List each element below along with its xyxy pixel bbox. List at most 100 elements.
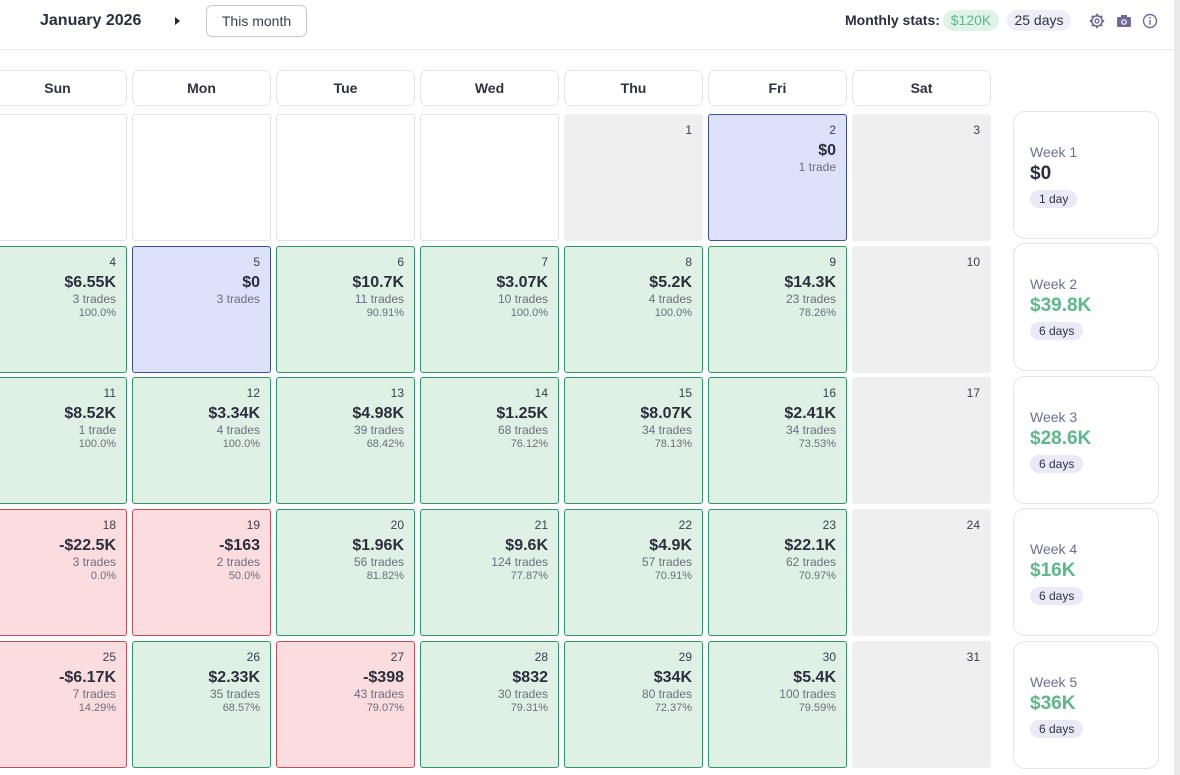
week-days-badge: 6 days (1030, 587, 1084, 605)
camera-icon[interactable] (1116, 13, 1132, 29)
week-days-badge: 6 days (1030, 720, 1084, 738)
day-cell-11[interactable]: 11 $8.52K 1 trade 100.0% (0, 377, 127, 504)
day-pnl: $0 (242, 274, 260, 291)
day-cell-28[interactable]: 28 $832 30 trades 79.31% (420, 641, 559, 768)
day-number: 15 (678, 386, 692, 400)
day-cell-12[interactable]: 12 $3.34K 4 trades 100.0% (132, 377, 271, 504)
day-pnl: $832 (512, 669, 548, 686)
day-cell-21[interactable]: 21 $9.6K 124 trades 77.87% (420, 509, 559, 636)
day-trade-count: 39 trades (353, 423, 404, 437)
day-trade-count: 11 trades (354, 292, 404, 306)
week-summary-card[interactable]: Week 5 $36K 6 days (1013, 641, 1159, 769)
day-cell-22[interactable]: 22 $4.9K 57 trades 70.91% (564, 509, 703, 636)
day-cell-29[interactable]: 29 $34K 80 trades 72.37% (564, 641, 703, 768)
day-trade-count: 10 trades (497, 292, 548, 306)
day-number: 1 (685, 123, 692, 137)
day-cell-3[interactable]: 3 (852, 114, 991, 241)
day-trade-count: 4 trades (216, 423, 260, 437)
day-cell-19[interactable]: 19 -$163 2 trades 50.0% (132, 509, 271, 636)
day-cell-20[interactable]: 20 $1.96K 56 trades 81.82% (276, 509, 415, 636)
week-summary-card[interactable]: Week 4 $16K 6 days (1013, 508, 1159, 636)
day-win-rate: 14.29% (78, 702, 116, 714)
day-cell-10[interactable]: 10 (852, 246, 991, 373)
day-cell-14[interactable]: 14 $1.25K 68 trades 76.12% (420, 377, 559, 504)
day-trade-count: 80 trades (641, 687, 692, 701)
week-days-badge: 1 day (1030, 190, 1078, 208)
day-cell-13[interactable]: 13 $4.98K 39 trades 68.42% (276, 377, 415, 504)
day-trade-count: 62 trades (785, 555, 836, 569)
day-cell-1[interactable]: 1 (564, 114, 703, 241)
day-win-rate: 73.53% (798, 438, 836, 450)
day-trade-count: 7 trades (72, 687, 116, 701)
day-number: 27 (390, 650, 404, 664)
day-cell-6[interactable]: 6 $10.7K 11 trades 90.91% (276, 246, 415, 373)
day-cell-4[interactable]: 4 $6.55K 3 trades 100.0% (0, 246, 127, 373)
day-pnl: $4.9K (649, 537, 692, 554)
day-pnl: $2.33K (208, 669, 260, 686)
day-cell-18[interactable]: 18 -$22.5K 3 trades 0.0% (0, 509, 127, 636)
day-trade-count: 124 trades (491, 555, 548, 569)
day-pnl: $0 (818, 142, 836, 159)
day-trade-count: 2 trades (216, 555, 260, 569)
week-summary-card[interactable]: Week 3 $28.6K 6 days (1013, 376, 1159, 504)
day-cell-8[interactable]: 8 $5.2K 4 trades 100.0% (564, 246, 703, 373)
day-cell-empty (0, 114, 127, 241)
day-win-rate: 68.42% (366, 438, 404, 450)
day-pnl: $1.96K (352, 537, 404, 554)
info-icon[interactable] (1142, 13, 1158, 29)
day-number: 7 (541, 255, 548, 269)
day-cell-9[interactable]: 9 $14.3K 23 trades 78.26% (708, 246, 847, 373)
day-pnl: -$22.5K (59, 537, 116, 554)
this-month-button[interactable]: This month (206, 5, 307, 37)
day-number: 14 (534, 386, 548, 400)
day-cell-2[interactable]: 2 $0 1 trade (708, 114, 847, 241)
day-pnl: $8.07K (640, 405, 692, 422)
week-summary-card[interactable]: Week 1 $0 1 day (1013, 111, 1159, 239)
day-cell-23[interactable]: 23 $22.1K 62 trades 70.97% (708, 509, 847, 636)
day-cell-5[interactable]: 5 $0 3 trades (132, 246, 271, 373)
day-win-rate: 78.26% (798, 307, 836, 319)
day-trade-count: 23 trades (785, 292, 836, 306)
week-pnl: $16K (1030, 560, 1076, 581)
week-summary-card[interactable]: Week 2 $39.8K 6 days (1013, 243, 1159, 371)
day-win-rate: 79.59% (798, 702, 836, 714)
day-win-rate: 68.57% (222, 702, 260, 714)
gear-icon[interactable] (1089, 13, 1105, 29)
day-number: 24 (966, 518, 980, 532)
weekday-header-wed: Wed (420, 70, 559, 106)
day-cell-17[interactable]: 17 (852, 377, 991, 504)
week-pnl: $36K (1030, 693, 1076, 714)
week-pnl: $39.8K (1030, 295, 1092, 316)
day-cell-16[interactable]: 16 $2.41K 34 trades 73.53% (708, 377, 847, 504)
day-cell-26[interactable]: 26 $2.33K 35 trades 68.57% (132, 641, 271, 768)
day-number: 11 (103, 386, 116, 400)
weekday-header-tue: Tue (276, 70, 415, 106)
day-number: 12 (246, 386, 260, 400)
day-win-rate: 76.12% (510, 438, 548, 450)
next-arrow-icon[interactable] (172, 14, 182, 28)
day-cell-24[interactable]: 24 (852, 509, 991, 636)
day-cell-7[interactable]: 7 $3.07K 10 trades 100.0% (420, 246, 559, 373)
day-win-rate: 100.0% (78, 307, 116, 319)
day-win-rate: 70.97% (798, 570, 836, 582)
monthly-stats-amount: $120K (943, 10, 999, 31)
day-cell-31[interactable]: 31 (852, 641, 991, 768)
day-trade-count: 1 trade (78, 423, 116, 437)
day-cell-25[interactable]: 25 -$6.17K 7 trades 14.29% (0, 641, 127, 768)
monthly-stats-days: 25 days (1007, 10, 1071, 31)
week-days-badge: 6 days (1030, 322, 1084, 340)
day-pnl: $10.7K (352, 274, 404, 291)
prev-arrow-icon[interactable] (0, 14, 4, 28)
day-trade-count: 57 trades (641, 555, 692, 569)
day-number: 29 (678, 650, 692, 664)
scrollbar-track[interactable] (1174, 0, 1180, 775)
day-trade-count: 3 trades (72, 555, 116, 569)
day-win-rate: 50.0% (228, 570, 260, 582)
day-cell-30[interactable]: 30 $5.4K 100 trades 79.59% (708, 641, 847, 768)
day-win-rate: 72.37% (654, 702, 692, 714)
day-trade-count: 30 trades (497, 687, 548, 701)
day-cell-27[interactable]: 27 -$398 43 trades 79.07% (276, 641, 415, 768)
day-trade-count: 68 trades (497, 423, 548, 437)
day-cell-15[interactable]: 15 $8.07K 34 trades 78.13% (564, 377, 703, 504)
